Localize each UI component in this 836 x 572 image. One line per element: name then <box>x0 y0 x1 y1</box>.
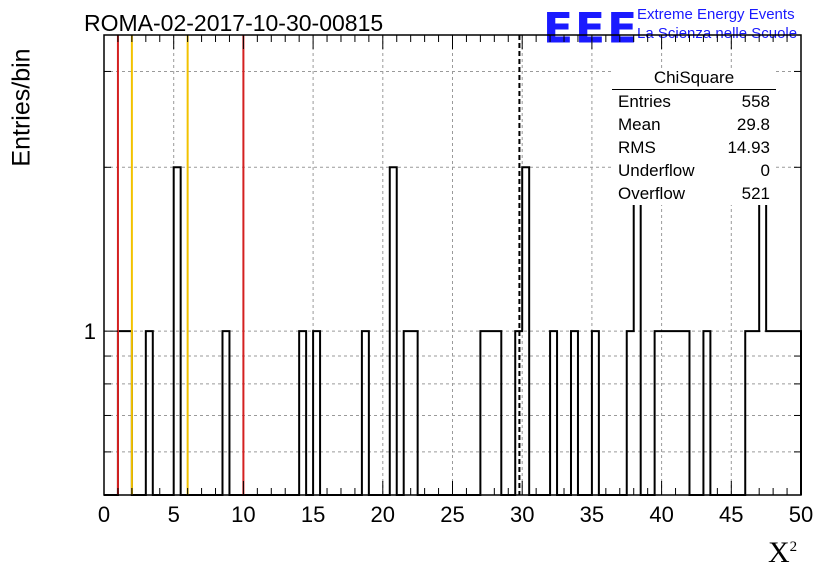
histogram-bin <box>752 331 759 495</box>
histogram-bin <box>222 331 229 495</box>
chart-title: ROMA-02-2017-10-30-00815 <box>84 10 384 36</box>
histogram-bin <box>480 331 487 495</box>
stats-row-overflow: Overflow 521 <box>612 182 776 205</box>
x-axis-label-base: X <box>768 536 790 569</box>
stats-value: 0 <box>760 161 770 180</box>
histogram-bin <box>390 167 397 495</box>
x-tick-label: 35 <box>580 502 604 527</box>
histogram-bin <box>780 331 787 495</box>
histogram-bin <box>766 331 773 495</box>
histogram-bin <box>550 331 557 495</box>
stats-value: 14.93 <box>727 138 770 157</box>
stats-title: ChiSquare <box>612 68 776 90</box>
histogram-bin <box>669 331 676 495</box>
histogram-bin <box>634 167 641 495</box>
x-tick-label: 40 <box>649 502 673 527</box>
x-tick-label: 15 <box>301 502 325 527</box>
histogram-bin <box>703 331 710 495</box>
stats-label: Mean <box>618 115 661 134</box>
x-tick-label: 45 <box>719 502 743 527</box>
histogram-bin <box>125 331 132 495</box>
x-tick-label: 25 <box>440 502 464 527</box>
x-tick-label: 5 <box>168 502 180 527</box>
y-tick-label: 1 <box>84 319 96 344</box>
histogram-bin <box>494 331 501 495</box>
stats-label: Overflow <box>618 184 686 203</box>
x-tick-label: 10 <box>231 502 255 527</box>
histogram-bin <box>655 331 662 495</box>
histogram-bin <box>174 167 181 495</box>
stats-row-mean: Mean 29.8 <box>612 113 776 136</box>
stats-row-entries: Entries 558 <box>612 90 776 113</box>
stats-rows: Entries 558 Mean 29.8 RMS 14.93 Underflow 0 Over… <box>612 90 776 205</box>
histogram-bin <box>362 331 369 495</box>
logo-line-2: La Scienza nelle Scuole <box>637 25 798 42</box>
histogram-bin <box>662 331 669 495</box>
stats-value: 558 <box>741 92 770 111</box>
histogram-bin <box>118 331 125 495</box>
stats-value: 29.8 <box>736 115 770 134</box>
histogram-bin <box>683 331 690 495</box>
histogram-bin <box>487 331 494 495</box>
x-axis-label-sup: 2 <box>789 539 798 555</box>
histogram-bin <box>745 331 752 495</box>
histogram-bin <box>411 331 418 495</box>
x-tick-label: 50 <box>789 502 813 527</box>
x-tick-label: 20 <box>371 502 395 527</box>
histogram-bin <box>313 331 320 495</box>
stats-label: Underflow <box>618 161 695 180</box>
stats-row-underflow: Underflow 0 <box>612 159 776 182</box>
x-tick-label: 0 <box>98 502 110 527</box>
stats-value: 521 <box>741 184 770 203</box>
stats-label: RMS <box>618 138 656 157</box>
logo-line-1: Extreme Energy Events <box>637 6 795 23</box>
x-axis-label: X2 <box>768 536 797 570</box>
histogram-bin <box>627 331 634 495</box>
histogram-bin <box>522 167 529 495</box>
stats-row-rms: RMS 14.93 <box>612 136 776 159</box>
histogram-bin <box>773 331 780 495</box>
histogram-bin <box>787 331 794 495</box>
histogram-bin <box>146 331 153 495</box>
histogram-bin <box>299 331 306 495</box>
histogram-bin <box>592 331 599 495</box>
eee-logo: EEE <box>543 4 640 53</box>
stats-label: Entries <box>618 92 671 111</box>
histogram-bin <box>759 167 766 495</box>
stats-box: ChiSquare Entries 558 Mean 29.8 RMS 14.93 Unde… <box>612 68 776 205</box>
histogram-bin <box>404 331 411 495</box>
x-tick-label: 30 <box>510 502 534 527</box>
histogram-bin <box>676 331 683 495</box>
histogram-bin <box>571 331 578 495</box>
